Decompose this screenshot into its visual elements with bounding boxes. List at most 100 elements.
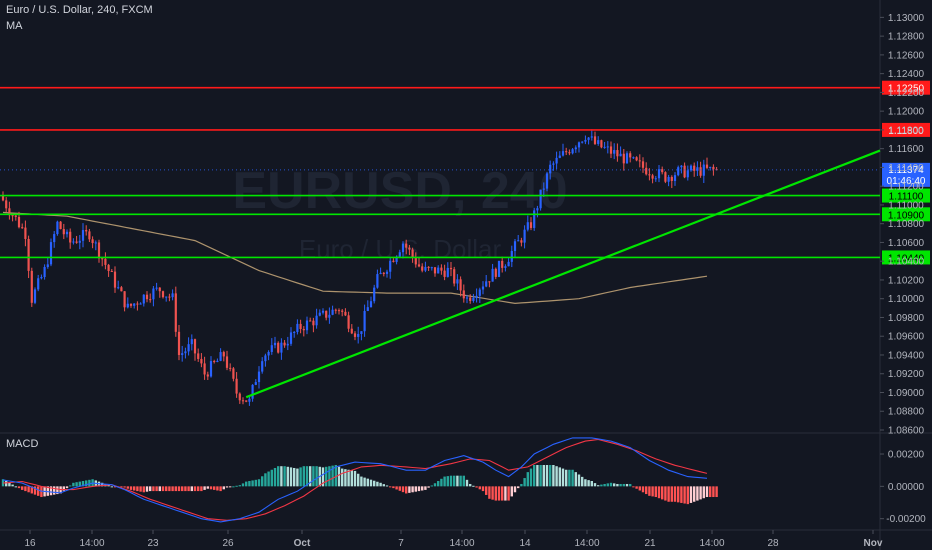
candle-body <box>209 361 213 377</box>
candle-body <box>363 310 366 332</box>
candle <box>581 141 584 144</box>
candle-body <box>709 166 712 168</box>
candle-body <box>321 310 325 313</box>
trendline-layer[interactable] <box>245 149 881 399</box>
price-levels-layer[interactable] <box>0 86 880 259</box>
candle-body <box>510 250 513 262</box>
candle <box>469 294 472 304</box>
macd-histogram-bar <box>37 486 40 496</box>
price-tick-label: 1.12000 <box>888 107 925 118</box>
macd-histogram-bar <box>401 486 405 493</box>
macd-histogram-bar <box>520 483 523 487</box>
candle <box>145 291 149 303</box>
candle-body <box>289 332 293 344</box>
candle-body <box>565 151 568 153</box>
macd-histogram-bar <box>75 482 78 487</box>
candle <box>673 172 677 186</box>
candle <box>472 293 475 303</box>
candle <box>88 228 91 242</box>
macd-histogram-bar <box>171 486 174 492</box>
candle <box>686 165 689 181</box>
macd-histogram-bar <box>433 483 437 487</box>
macd-histogram-bar <box>107 485 110 487</box>
macd-histogram-bar <box>667 486 670 502</box>
macd-histogram-bar <box>715 486 718 498</box>
candle <box>264 353 267 367</box>
candle-body <box>376 274 379 288</box>
candle-body <box>232 368 235 379</box>
candle <box>181 345 184 362</box>
candle <box>638 154 641 168</box>
candle-body <box>382 272 385 274</box>
macd-histogram-bar <box>629 483 632 487</box>
candle-body <box>616 150 619 157</box>
macd-histogram-bar <box>142 486 145 493</box>
candle-body <box>78 240 81 243</box>
candle <box>158 287 161 298</box>
candle-body <box>97 242 101 259</box>
candle-body <box>264 355 267 362</box>
candle-body <box>427 266 430 268</box>
macd-histogram-bar <box>283 466 286 487</box>
macd-histogram-bar <box>430 485 433 487</box>
macd-histogram-bar <box>581 476 584 487</box>
macd-histogram-bar <box>523 478 526 487</box>
candle <box>459 276 462 297</box>
candle-body <box>145 294 149 300</box>
macd-histogram-bar <box>123 486 126 488</box>
price-tick-label: 1.09000 <box>888 388 925 399</box>
candle-body <box>491 268 494 282</box>
candle-body <box>651 175 654 179</box>
candle-body <box>296 323 299 332</box>
candle-body <box>469 297 472 301</box>
candle-body <box>136 303 139 305</box>
support-line-label-bg <box>882 207 930 222</box>
candle <box>165 296 168 302</box>
candle <box>347 311 350 333</box>
macd-histogram-bar <box>472 485 475 487</box>
candle <box>507 258 510 267</box>
candle-body <box>8 208 11 216</box>
macd-histogram-bar <box>641 486 645 493</box>
candle-body <box>545 173 549 189</box>
candle-body <box>107 264 110 271</box>
candle <box>577 141 581 153</box>
candle-body <box>213 361 216 363</box>
macd-histogram-bar <box>558 467 561 487</box>
ma-indicator-label[interactable]: MA <box>6 20 23 32</box>
macd-histogram-bar <box>126 486 129 489</box>
trendline[interactable] <box>245 149 881 399</box>
macd-indicator-label[interactable]: MACD <box>6 438 39 450</box>
candle <box>657 165 661 183</box>
macd-histogram-bar <box>190 486 193 492</box>
candle <box>667 174 670 187</box>
macd-histogram-bar <box>65 486 69 489</box>
candle <box>609 141 613 159</box>
time-tick-label: Nov <box>864 538 883 549</box>
candle <box>113 266 117 293</box>
macd-histogram-bar <box>408 486 411 493</box>
candle-body <box>261 361 264 372</box>
candle-body <box>523 229 526 243</box>
candle <box>49 238 53 267</box>
candle-body <box>101 258 104 260</box>
candle-body <box>245 400 248 402</box>
macd-histogram-bar <box>200 486 203 492</box>
macd-histogram-bar <box>539 465 542 487</box>
macd-histogram-bar <box>184 486 187 492</box>
macd-histogram-bar <box>625 483 629 487</box>
macd-histogram-bar <box>337 466 341 487</box>
candle <box>229 363 232 372</box>
candle-body <box>88 231 91 240</box>
candle-body <box>481 286 485 290</box>
candle <box>334 308 337 314</box>
macd-pane <box>1 437 718 523</box>
resistance-line-label-bg <box>882 80 930 95</box>
candle-body <box>705 164 709 168</box>
candle-body <box>699 167 702 176</box>
candle <box>213 359 216 364</box>
macd-histogram-bar <box>328 466 331 487</box>
macd-histogram-bar <box>389 486 392 488</box>
